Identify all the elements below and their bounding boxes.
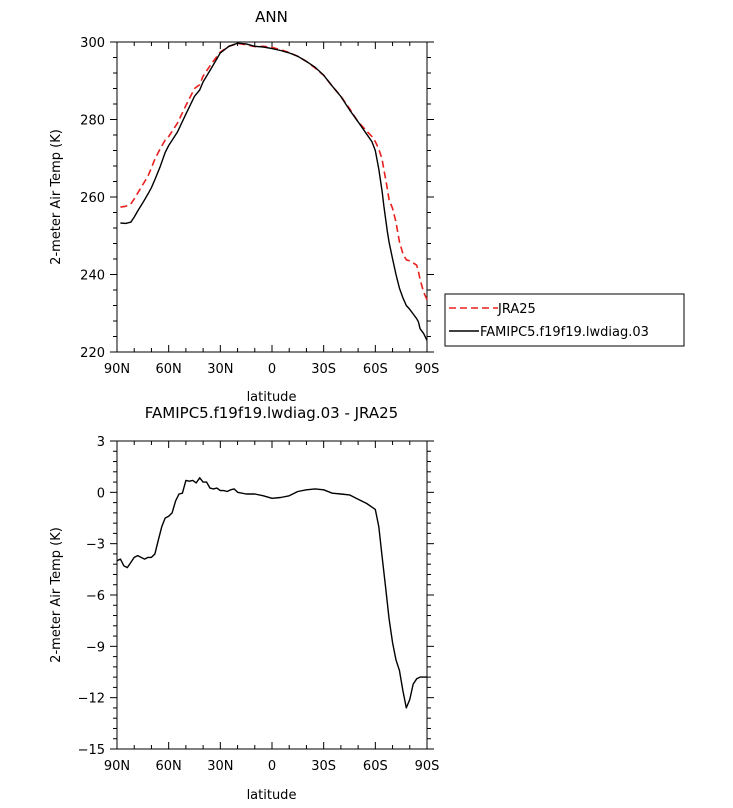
y-tick-label: −6 — [86, 589, 105, 604]
y-axis-label: 2-meter Air Temp (K) — [49, 527, 64, 663]
series-line-famipc5-f19f19-lwdiag-03 — [120, 42, 428, 341]
panel-title: ANN — [255, 8, 288, 26]
y-tick-label: 240 — [80, 269, 105, 284]
y-tick-label: 300 — [80, 36, 105, 51]
legend-label-famipc5: FAMIPC5.f19f19.lwdiag.03 — [480, 325, 649, 340]
y-tick-label: 0 — [97, 486, 105, 501]
x-tick-label: 60N — [156, 759, 182, 774]
y-tick-label: −15 — [78, 743, 105, 758]
x-tick-label: 0 — [268, 759, 276, 774]
x-tick-label: 60S — [363, 362, 388, 377]
x-tick-label: 0 — [268, 362, 276, 377]
plot-frame — [116, 440, 428, 750]
x-tick-label: 90N — [104, 362, 130, 377]
panel-difference: FAMIPC5.f19f19.lwdiag.03 - JRA25 latitud… — [49, 404, 439, 803]
legend-label-jra25: JRA25 — [497, 302, 536, 317]
y-tick-label: −12 — [78, 692, 105, 707]
y-tick-label: −9 — [86, 640, 105, 655]
y-tick-label: 260 — [80, 191, 105, 206]
x-tick-label: 90S — [415, 362, 440, 377]
panel-annual-temperature: ANN latitude 2-meter Air Temp (K) 90N 60N… — [49, 8, 439, 405]
x-tick-label: 30N — [207, 759, 233, 774]
panel-title: FAMIPC5.f19f19.lwdiag.03 - JRA25 — [145, 404, 398, 422]
legend-box — [444, 293, 685, 347]
series-line-difference — [116, 477, 427, 709]
x-tick-label: 60N — [156, 362, 182, 377]
x-tick-label: 30S — [311, 759, 336, 774]
y-tick-label: 3 — [97, 435, 105, 450]
y-axis-label: 2-meter Air Temp (K) — [49, 129, 64, 265]
legend: JRA25 FAMIPC5.f19f19.lwdiag.03 — [444, 293, 685, 347]
y-tick-label: 220 — [80, 346, 105, 361]
x-tick-label: 30S — [311, 362, 336, 377]
x-axis-label: latitude — [247, 390, 297, 405]
x-tick-label: 30N — [207, 362, 233, 377]
y-tick-label: −3 — [86, 538, 105, 553]
plot-frame — [116, 41, 428, 353]
x-tick-label: 60S — [363, 759, 388, 774]
x-tick-label: 90N — [104, 759, 130, 774]
y-tick-label: 280 — [80, 114, 105, 129]
series-line-jra25 — [120, 42, 428, 301]
x-tick-label: 90S — [415, 759, 440, 774]
x-axis-label: latitude — [247, 788, 297, 803]
